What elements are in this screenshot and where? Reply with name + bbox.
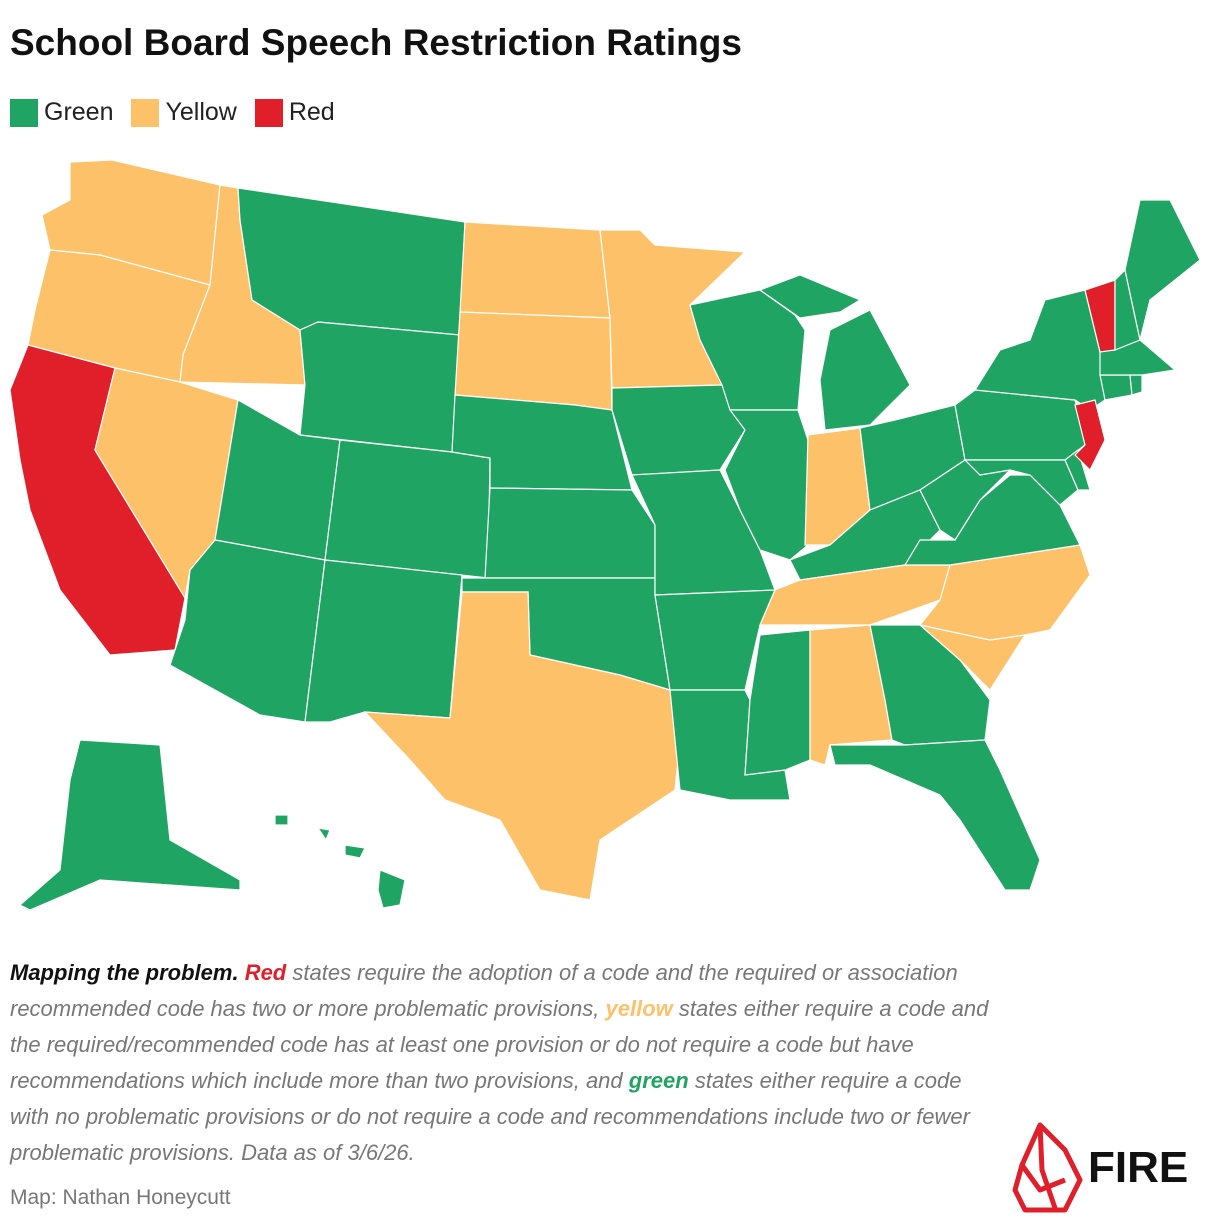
map bbox=[9, 159, 1201, 911]
caption-text: states either require a code with no pro… bbox=[10, 1068, 970, 1165]
legend-label: Red bbox=[288, 98, 335, 126]
state-shape bbox=[454, 311, 613, 411]
state-shape bbox=[1124, 199, 1201, 341]
legend-swatch bbox=[10, 98, 38, 127]
legend-label: Green bbox=[44, 98, 114, 126]
state-shape bbox=[611, 384, 746, 476]
logo: FIRE bbox=[1012, 1122, 1188, 1213]
legend-item: Yellow bbox=[131, 98, 237, 127]
caption-lead: Mapping the problem. bbox=[10, 960, 239, 985]
caption-green: green bbox=[628, 1068, 689, 1093]
title: School Board Speech Restriction Ratings bbox=[10, 22, 742, 63]
caption: Mapping the problem. Red states require … bbox=[10, 955, 1000, 1171]
state-shape bbox=[819, 309, 911, 431]
credit: Map: Nathan Honeycutt bbox=[10, 1186, 231, 1209]
state-shape bbox=[758, 274, 862, 319]
legend: Green Yellow Red bbox=[10, 98, 335, 127]
state-shape bbox=[654, 589, 776, 691]
state-shape bbox=[299, 321, 461, 453]
legend-item: Red bbox=[254, 98, 335, 127]
state-shape bbox=[484, 487, 656, 579]
state-shape bbox=[344, 844, 366, 859]
state-shape bbox=[363, 591, 681, 901]
state-shape bbox=[724, 409, 809, 561]
state-shape bbox=[304, 559, 463, 723]
state-shape bbox=[274, 814, 289, 826]
state-shape bbox=[377, 869, 406, 909]
state-shape bbox=[18, 739, 241, 911]
state-shape bbox=[169, 539, 326, 723]
state-shape bbox=[237, 187, 466, 336]
caption-text: states either require a code and the req… bbox=[10, 996, 989, 1093]
state-shape bbox=[1129, 374, 1143, 396]
caption-text: states require the adoption of a code an… bbox=[10, 960, 958, 1021]
legend-swatch bbox=[131, 98, 160, 127]
state-shape bbox=[1099, 374, 1133, 401]
state-shape bbox=[759, 564, 951, 626]
state-shape bbox=[459, 221, 611, 319]
legend-item: Green bbox=[10, 98, 113, 127]
caption-yellow: yellow bbox=[605, 996, 673, 1021]
state-shape bbox=[829, 739, 1041, 891]
state-shape bbox=[316, 827, 331, 842]
logo-flame bbox=[1012, 1122, 1083, 1213]
state-shape bbox=[324, 439, 491, 579]
state-shape bbox=[954, 389, 1086, 461]
caption-red: Red bbox=[244, 960, 287, 985]
legend-label: Yellow bbox=[165, 98, 237, 126]
legend-swatch bbox=[254, 98, 283, 127]
logo-text: FIRE bbox=[1088, 1143, 1188, 1192]
state-shape bbox=[631, 469, 776, 596]
state-shape bbox=[744, 629, 811, 776]
state-shape bbox=[1074, 399, 1106, 472]
state-shape bbox=[1064, 448, 1091, 491]
state-shape bbox=[973, 289, 1106, 411]
state-shape bbox=[669, 689, 791, 801]
